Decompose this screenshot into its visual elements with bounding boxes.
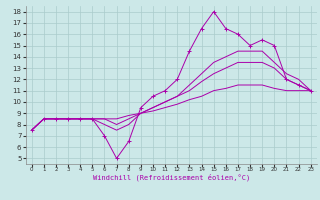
X-axis label: Windchill (Refroidissement éolien,°C): Windchill (Refroidissement éolien,°C) [92, 173, 250, 181]
